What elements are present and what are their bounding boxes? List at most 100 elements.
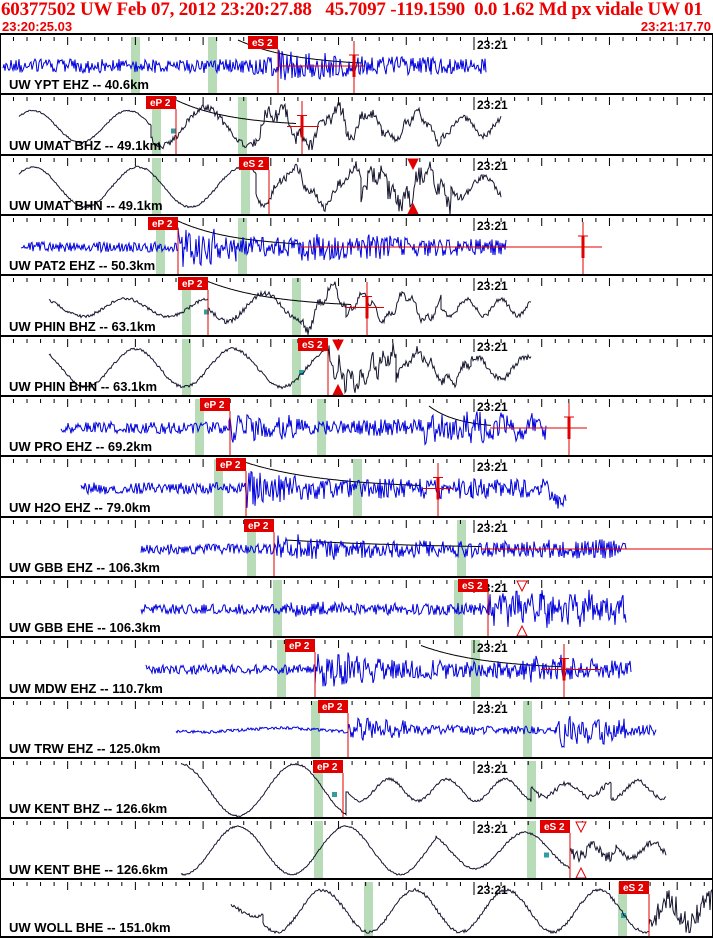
seismogram-trace[interactable] [60,411,547,446]
seismogram-trace[interactable] [145,652,632,687]
arrival-window-band [292,339,301,395]
coda-mark-bar[interactable] [567,417,571,439]
trace-panel-trw-ehz[interactable]: 23:21 eP 2 UW TRW EHZ -- 125.0km [1,697,712,757]
station-label: UW PHIN BHN -- 63.1km [9,379,158,394]
pick-flag[interactable]: eP 2 [244,519,274,532]
trace-panel-kent-bhz[interactable]: 23:21 eP 2 UW KENT BHZ -- 126.6km [1,757,712,817]
waveform-plot[interactable]: 23:21 eP 2 [1,759,712,817]
seismogram-trace[interactable] [180,762,667,817]
arrival-window-band [152,97,161,154]
seismogram-trace[interactable] [18,102,502,151]
waveform-plot[interactable]: 23:21 eP 2 [1,518,712,576]
trace-panel-gbb-ehz[interactable]: 23:21 eP 2 UW GBB EHZ -- 106.3km [1,516,712,576]
coda-decay-curve [207,281,351,305]
minute-label: 23:21 [477,400,508,414]
trace-panel-h2o-ehz[interactable]: 23:21 eP 2 UW H2O EHZ -- 79.0km [1,455,712,516]
seismogram-trace[interactable] [18,161,502,214]
trace-panel-ypt-ehz[interactable]: 23:21 eS 2 UW YPT EHZ -- 40.6km [1,33,712,93]
waveform-plot[interactable]: 23:21 eP 2 [1,699,712,757]
waveform-plot[interactable]: 23:21 eP 2 [1,276,712,335]
svg-text:eP 2: eP 2 [289,641,310,652]
minute-label: 23:21 [477,641,508,655]
coda-mark-bar[interactable] [352,55,356,77]
pick-flag[interactable]: eP 2 [313,760,343,773]
arrival-window-band [214,459,223,516]
svg-text:eP 2: eP 2 [152,219,173,230]
trace-panel-gbb-ehe[interactable]: 23:21 eS 2 UW GBB EHE -- 106.3km [1,576,712,636]
svg-text:eS 2: eS 2 [243,159,264,170]
pick-flag[interactable]: eP 2 [148,217,178,230]
seismogram-trace[interactable] [48,342,532,395]
pick-flag[interactable]: eS 2 [298,338,328,351]
station-label: UW MDW EHZ -- 110.7km [9,681,163,696]
seismogram-trace[interactable] [2,50,487,81]
minute-label: 23:21 [477,38,508,52]
seismogram-trace[interactable] [230,887,712,935]
pick-flag[interactable]: eP 2 [146,96,176,109]
trace-panel-woll-bhe[interactable]: 23:21 eS 2 UW WOLL BHE -- 151.0km [1,878,712,938]
window-end-time: 23:21:17.70 [640,19,711,34]
coda-mark-bar[interactable] [300,115,304,138]
seismogram-trace[interactable] [20,227,507,267]
pick-flag[interactable]: eS 2 [540,820,570,833]
marker-triangle-top [516,580,528,593]
pick-flag[interactable]: eP 2 [285,639,315,652]
trace-panel-kent-bhe[interactable]: 23:21 eS 2 UW KENT BHE -- 126.6km [1,817,712,878]
trace-panel-pat2-ehz[interactable]: 23:21 eP 2 UW PAT2 EHZ -- 50.3km [1,214,712,274]
pick-flag[interactable]: eP 2 [318,700,348,713]
pick-flag[interactable]: eS 2 [248,36,278,49]
coda-decay-curve [285,539,481,547]
trace-panel-pro-ehz[interactable]: 23:21 eP 2 UW PRO EHZ -- 69.2km [1,395,712,455]
pick-flag[interactable]: eP 2 [200,398,230,411]
coda-mark-bar[interactable] [436,477,440,500]
coda-mark-bar[interactable] [562,658,566,681]
arrival-window-band [182,278,191,335]
station-label: UW WOLL BHE -- 151.0km [9,920,171,935]
waveform-plot[interactable]: 23:21 eP 2 [1,95,712,154]
seismogram-trace[interactable] [80,470,567,509]
waveform-plot[interactable]: 23:21 eP 2 [1,216,712,274]
teal-mark [204,309,209,315]
waveform-plot[interactable]: 23:21 eS 2 [1,35,712,93]
pick-flag[interactable]: eS 2 [458,579,488,592]
waveform-plot[interactable]: 23:21 eP 2 [1,397,712,455]
trace-panel-umat-bhn[interactable]: 23:21 eS 2 UW UMAT BHN -- 49.1km [1,154,712,214]
arrival-window-band [238,97,247,154]
marker-triangle-bottom [407,202,419,214]
seismogram-trace[interactable] [140,534,627,560]
trace-panel-umat-bhz[interactable]: 23:21 eP 2 UW UMAT BHZ -- 49.1km [1,93,712,154]
coda-decay-curve [176,100,296,124]
pick-flag[interactable]: eP 2 [216,458,246,471]
coda-mark-bar[interactable] [581,236,585,258]
marker-triangle-bottom [332,383,344,395]
trace-panel-phin-bhz[interactable]: 23:21 eP 2 UW PHIN BHZ -- 63.1km [1,274,712,335]
seismogram-trace[interactable] [175,715,657,748]
waveform-plot[interactable]: 23:21 eP 2 [1,457,712,516]
svg-text:eS 2: eS 2 [302,340,323,351]
svg-text:eS 2: eS 2 [252,38,273,49]
minute-label: 23:21 [477,219,508,233]
station-label: UW KENT BHE -- 126.6km [9,862,168,877]
seismogram-trace[interactable] [180,825,667,876]
minute-label: 23:21 [477,702,508,716]
pick-flag[interactable]: eP 2 [178,277,208,290]
arrival-window-band [314,761,323,817]
marker-triangle-top [332,339,344,352]
seismogram-trace[interactable] [140,589,627,628]
minute-label: 23:21 [477,98,508,112]
pick-flag[interactable]: eS 2 [619,881,649,894]
trace-panel-mdw-ehz[interactable]: 23:21 eP 2 UW MDW EHZ -- 110.7km [1,636,712,697]
marker-triangle-bottom [516,624,528,636]
waveform-plot[interactable]: 23:21 eP 2 [1,638,712,697]
station-label: UW GBB EHZ -- 106.3km [9,560,160,575]
pick-flag[interactable]: eS 2 [239,157,269,170]
seismogram-trace[interactable] [48,281,532,335]
coda-mark-bar[interactable] [365,296,369,319]
trace-panel-phin-bhn[interactable]: 23:21 eS 2 UW PHIN BHN -- 63.1km [1,335,712,395]
arrival-window-band [527,821,536,878]
